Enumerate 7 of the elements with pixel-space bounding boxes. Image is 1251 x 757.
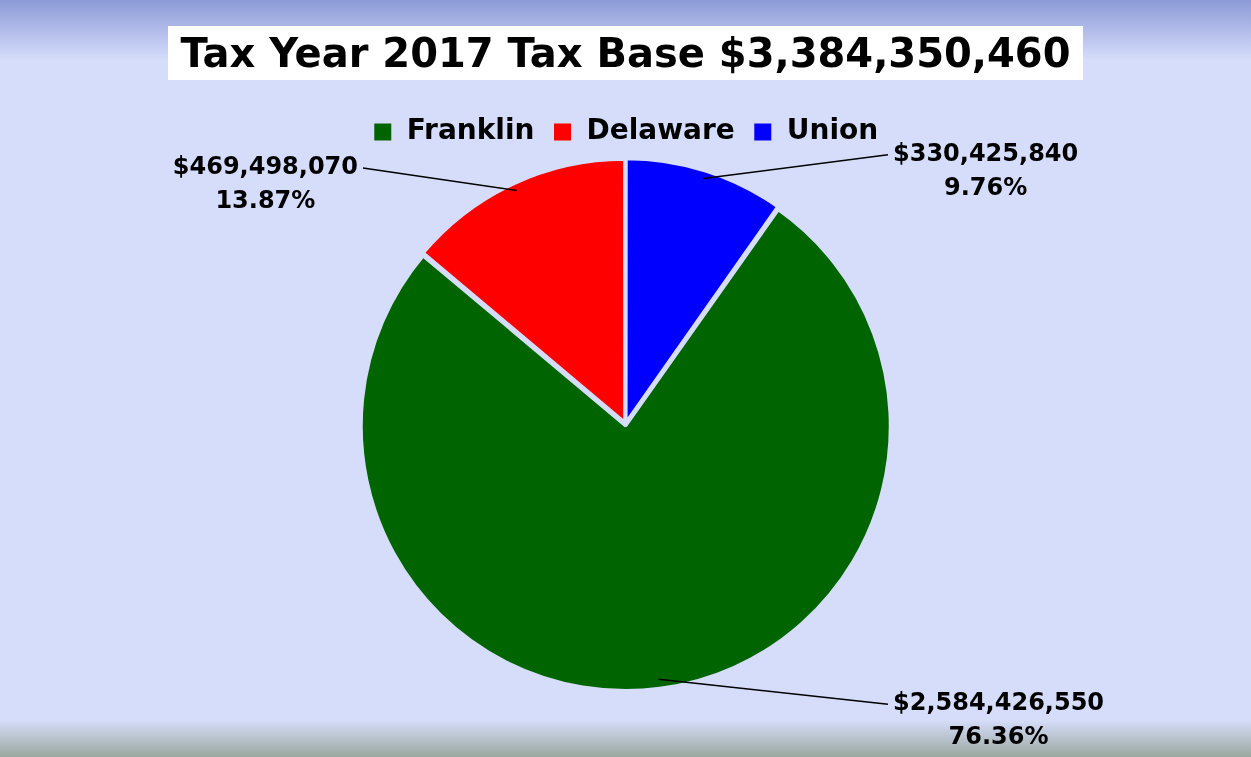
legend-label: Franklin (406, 113, 535, 147)
data-label: $469,498,070 13.87% (172, 152, 358, 215)
data-label: $330,425,840 9.76% (893, 138, 1079, 201)
chart-title: Tax Year 2017 Tax Base $3,384,350,460 (168, 26, 1083, 80)
data-label: $2,584,426,550 76.36% (893, 688, 1105, 751)
legend-label: Delaware (586, 113, 735, 147)
legend-label: Union (786, 113, 879, 147)
